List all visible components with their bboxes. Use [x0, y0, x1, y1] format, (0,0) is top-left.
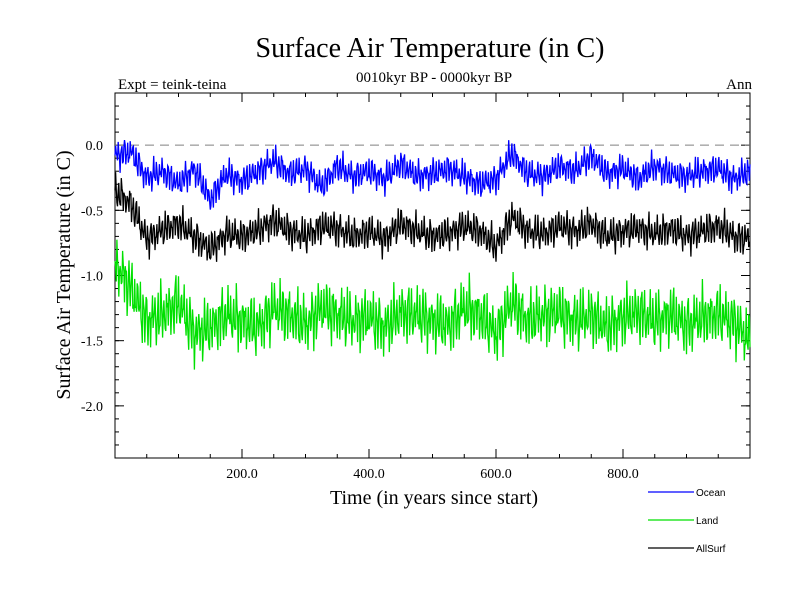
plot-frame — [114, 92, 751, 459]
series-line-land — [114, 239, 751, 370]
y-axis: 0.0 -0.5 -1.0 -1.5 -2.0 — [81, 92, 750, 459]
legend-label-ocean: Ocean — [696, 488, 725, 499]
chart-subtitle: 0010kyr BP - 0000kyr BP — [356, 70, 512, 86]
experiment-label: Expt = teink-teina — [118, 77, 227, 93]
y-tick-label: -2.0 — [81, 400, 103, 415]
series-group — [114, 140, 751, 370]
legend: Ocean Land AllSurf — [648, 488, 726, 555]
y-tick-label: 0.0 — [86, 139, 104, 154]
y-tick-label: -1.0 — [81, 270, 103, 285]
legend-label-land: Land — [696, 516, 718, 527]
series-line-ocean — [114, 140, 751, 210]
x-tick-label: 400.0 — [353, 467, 385, 482]
y-tick-label: -1.5 — [81, 335, 103, 350]
chart-title: Surface Air Temperature (in C) — [256, 33, 605, 64]
x-axis-label: Time (in years since start) — [330, 487, 538, 509]
season-label: Ann — [726, 77, 752, 93]
series-line-allsurf — [114, 172, 751, 262]
legend-label-allsurf: AllSurf — [696, 544, 726, 555]
y-axis-label: Surface Air Temperature (in C) — [53, 150, 75, 399]
x-axis: 200.0 400.0 600.0 800.0 — [146, 93, 719, 482]
x-tick-label: 200.0 — [226, 467, 258, 482]
y-tick-label: -0.5 — [81, 204, 103, 219]
x-tick-label: 600.0 — [480, 467, 512, 482]
x-tick-label: 800.0 — [607, 467, 639, 482]
